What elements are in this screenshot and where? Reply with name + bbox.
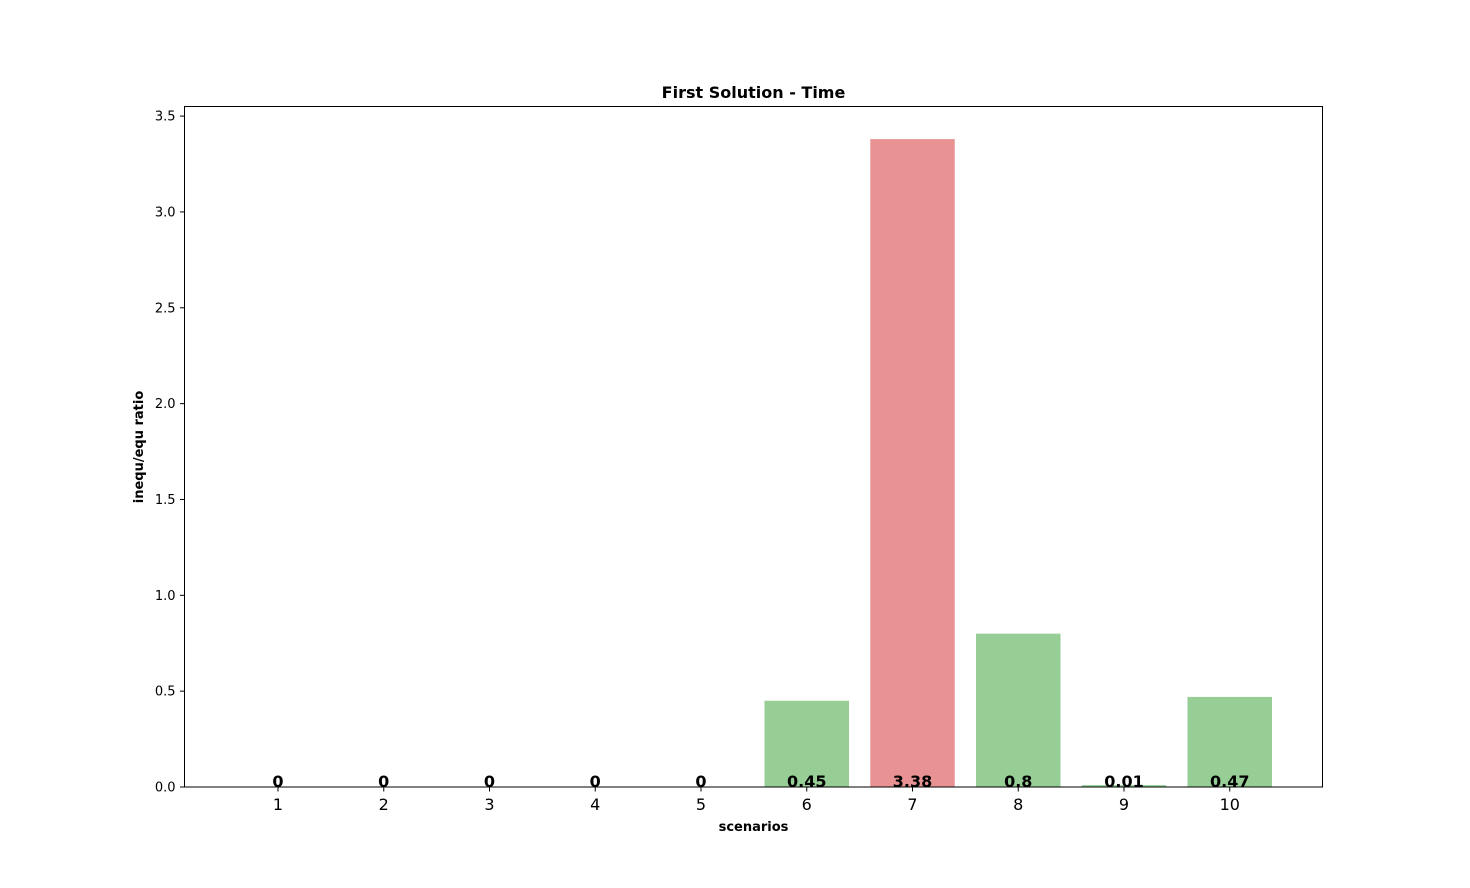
x-axis: 1 2 3 4 5 6 7 8 9 10 — [273, 787, 1240, 814]
y-tick-label: 3.5 — [155, 110, 176, 125]
bars-layer — [764, 139, 1272, 787]
x-tick-label: 5 — [696, 795, 706, 814]
plot-frame — [184, 106, 1323, 788]
x-tick-label: 7 — [907, 795, 917, 814]
bar-8 — [976, 633, 1061, 787]
data-label-1: 0 — [272, 772, 283, 791]
y-tick-label: 0.5 — [155, 685, 176, 700]
y-tick-label: 3.0 — [155, 205, 176, 220]
x-tick-label: 1 — [273, 795, 283, 814]
bar-10 — [1187, 696, 1272, 787]
data-label-3: 0 — [484, 772, 495, 791]
y-tick-label: 2.0 — [155, 397, 176, 412]
x-tick-label: 2 — [379, 795, 389, 814]
x-tick-label: 6 — [802, 795, 812, 814]
y-axis-label: inequ/equ ratio — [132, 391, 147, 504]
bar-9 — [1081, 785, 1167, 787]
x-tick-label: 4 — [590, 795, 600, 814]
bar-6 — [764, 700, 849, 787]
x-tick-label: 8 — [1013, 795, 1023, 814]
x-tick-label: 10 — [1220, 795, 1240, 814]
data-label-5: 0 — [695, 772, 706, 791]
data-label-10: 0.47 — [1210, 772, 1249, 791]
x-tick-label: 9 — [1119, 795, 1129, 814]
data-label-6: 0.45 — [787, 772, 826, 791]
y-tick-label: 2.5 — [155, 301, 176, 316]
y-tick-label: 1.0 — [155, 589, 176, 604]
x-tick-label: 3 — [484, 795, 494, 814]
y-tick-label: 0.0 — [155, 781, 176, 796]
bar-7 — [870, 139, 955, 787]
data-label-2: 0 — [378, 772, 389, 791]
data-label-7: 3.38 — [893, 772, 932, 791]
data-label-4: 0 — [590, 772, 601, 791]
data-label-9: 0.01 — [1104, 772, 1143, 791]
chart-title: First Solution - Time — [662, 83, 846, 102]
data-labels-layer: 0 0 0 0 0 0.45 3.38 0.8 0.01 0.47 — [272, 772, 1249, 791]
y-axis: 0.0 0.5 1.0 1.5 2.0 2.5 3.0 3.5 — [155, 110, 185, 796]
x-axis-label: scenarios — [719, 820, 789, 835]
data-label-8: 0.8 — [1004, 772, 1032, 791]
y-tick-label: 1.5 — [155, 493, 176, 508]
